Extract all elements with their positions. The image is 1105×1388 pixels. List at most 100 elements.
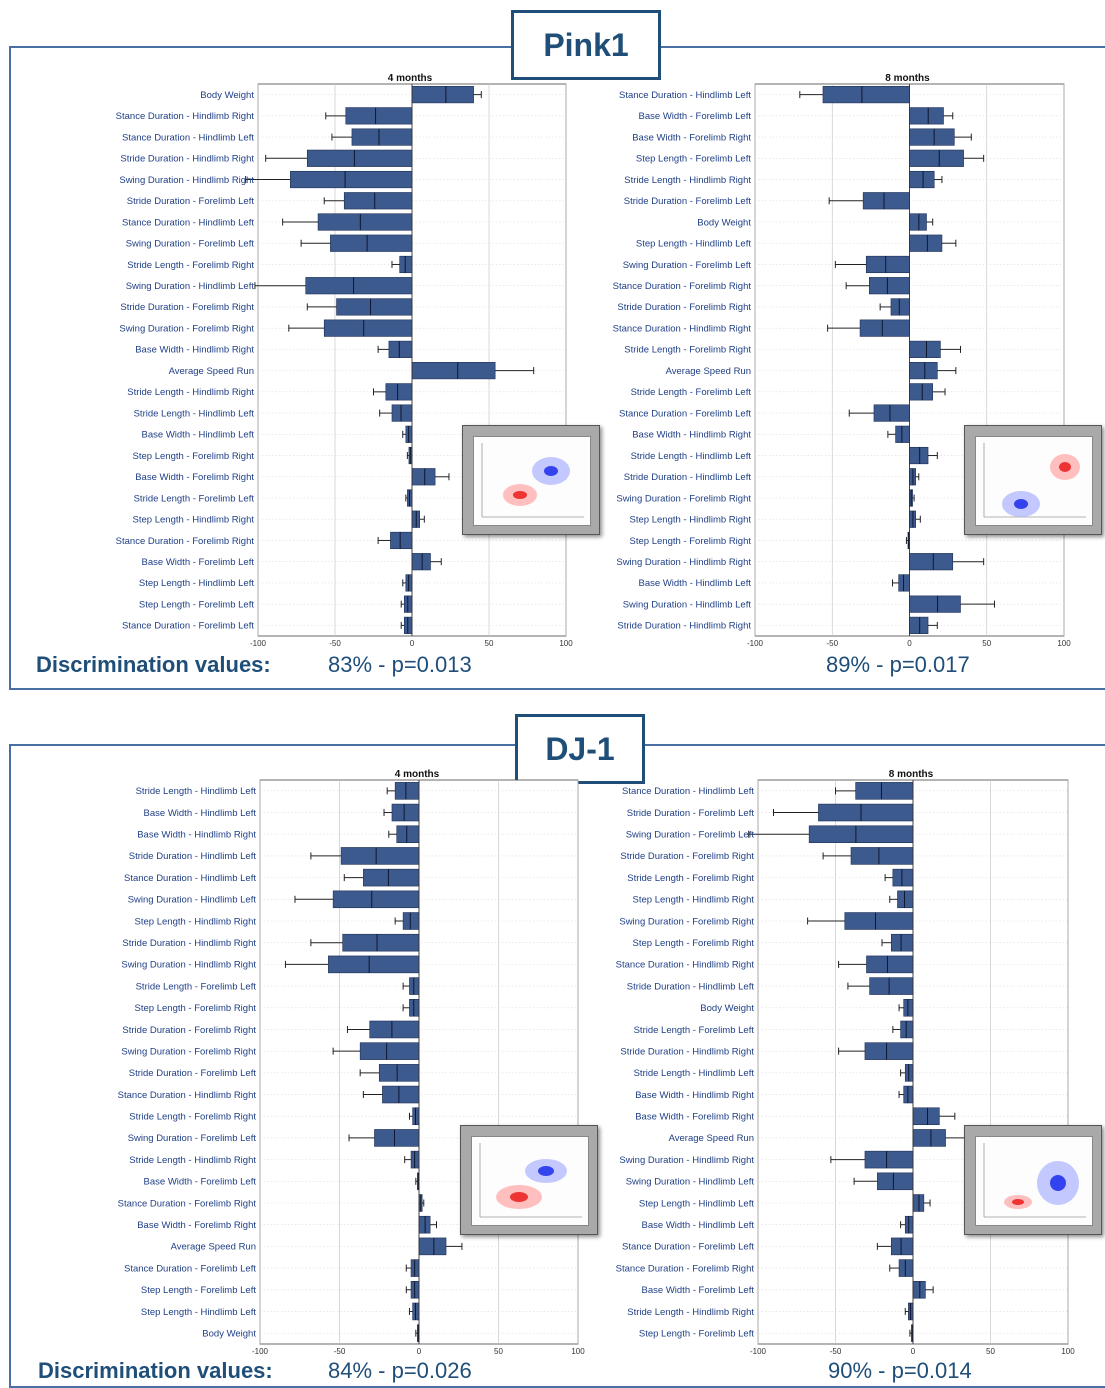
pca-inset-dj1-8-months [964,1125,1102,1235]
category-label: Step Length - Hindlimb Right [133,515,255,526]
bar [864,1150,914,1169]
x-tick-label: 50 [982,639,991,648]
category-label: Stride Length - Hindlimb Left [634,1068,755,1079]
category-label: Stance Duration - Forelimb Left [124,1263,256,1274]
discrimination-label-pink1: Discrimination values: [36,652,271,677]
category-label: Step Length - Forelimb Right [133,451,255,462]
x-tick-label: 0 [907,639,912,648]
category-label: Stride Length - Forelimb Left [634,1025,755,1036]
bar [378,1064,420,1082]
bar [909,128,955,146]
category-label: Step Length - Hindlimb Right [630,515,752,526]
category-label: Stride Duration - Forelimb Right [122,1025,256,1036]
category-label: Stance Duration - Forelimb Left [622,1242,754,1253]
category-label: Swing Duration - Hindlimb Left [128,895,257,906]
category-label: Stance Duration - Hindlimb Left [622,786,754,797]
bar [912,1129,946,1147]
category-label: Step Length - Forelimb Right [630,536,752,547]
bar [895,425,910,443]
panel-title-dj1: DJ-1 [515,714,645,784]
category-label: Body Weight [200,90,254,101]
category-label: Swing Duration - Forelimb Left [623,260,752,271]
panel-title-pink1: Pink1 [511,10,661,80]
chart-title: 8 months [889,769,934,780]
category-label: Stance Duration - Forelimb Right [116,536,255,547]
category-label: Base Width - Forelimb Left [642,1285,755,1296]
category-label: Body Weight [202,1328,256,1339]
pca-inset-plot [473,436,591,526]
bar [909,107,944,125]
bar [909,234,943,252]
category-label: Stride Duration - Forelimb Right [620,851,754,862]
bar [369,1020,420,1039]
x-tick-label: -50 [334,1347,346,1356]
discrimination-value-pink1-8-months: 89% - p=0.017 [826,652,970,677]
x-tick-label: 100 [571,1347,585,1356]
x-tick-label: -100 [750,1347,767,1356]
category-label: Stride Length - Hindlimb Right [627,1307,754,1318]
x-tick-label: -100 [252,1347,269,1356]
bar [898,574,910,592]
category-label: Swing Duration - Hindlimb Right [119,175,254,186]
bar [859,319,910,337]
bar [909,340,941,358]
bar [394,782,420,800]
bar [866,955,914,974]
category-label: Stance Duration - Hindlimb Left [122,217,254,228]
discrimination-value-pink1-4-months: 83% - p=0.013 [328,652,472,677]
bar [345,107,413,125]
pca-blue-group-center [1050,1175,1066,1191]
bar [890,933,914,952]
category-label: Swing Duration - Forelimb Right [119,323,254,334]
bar [411,553,431,571]
category-label: Stride Length - Forelimb Right [624,345,751,356]
category-label: Stance Duration - Forelimb Right [613,281,752,292]
pca-red-group-center [1059,462,1071,472]
category-label: Body Weight [697,217,751,228]
bar [390,531,413,550]
category-label: Stride Duration - Hindlimb Right [620,1046,754,1057]
bar [909,616,929,634]
category-label: Stride Duration - Hindlimb Right [617,621,751,632]
category-label: Stride Length - Hindlimb Left [134,408,255,419]
category-label: Stride Duration - Hindlimb Right [120,154,254,165]
category-label: Stance Duration - Hindlimb Right [613,323,752,334]
chart-dj1-8-months: Stance Duration - Hindlimb Left Stride Du… [616,769,1076,1356]
bar [898,1259,914,1277]
category-label: Stance Duration - Hindlimb Right [116,111,255,122]
bar [890,298,910,316]
category-label: Step Length - Forelimb Left [139,599,254,610]
category-label: Average Speed Run [169,366,254,377]
bar [391,404,413,422]
bar [374,1129,420,1147]
category-label: Base Width - Forelimb Left [144,1177,257,1188]
category-label: Stride Length - Hindlimb Left [136,786,257,797]
category-label: Base Width - Hindlimb Left [642,1220,755,1231]
category-label: Stride Duration - Hindlimb Right [122,938,256,949]
category-label: Stance Duration - Hindlimb Left [124,873,256,884]
bar [359,1042,420,1060]
bar [850,847,914,865]
category-label: Stance Duration - Hindlimb Right [118,1090,257,1101]
x-tick-label: 100 [559,639,573,648]
bar [317,213,413,231]
pca-red-group-center [513,491,527,499]
category-label: Swing Duration - Forelimb Right [619,916,754,927]
category-label: Swing Duration - Forelimb Right [121,1046,256,1057]
category-label: Stance Duration - Hindlimb Left [619,90,751,101]
chart-dj1-4-months: Stride Length - Hindlimb Left Base Width … [118,769,586,1356]
category-label: Stride Duration - Hindlimb Left [129,851,257,862]
category-label: Step Length - Hindlimb Right [135,916,257,927]
category-label: Step Length - Forelimb Left [639,1328,754,1339]
category-label: Base Width - Hindlimb Left [142,430,255,441]
bar [330,234,413,252]
chart-title: 4 months [395,769,440,780]
bar [363,868,420,887]
category-label: Swing Duration - Hindlimb Right [121,960,256,971]
category-label: Base Width - Forelimb Left [639,111,752,122]
pca-red-group-center [1012,1199,1024,1205]
x-tick-label: 50 [494,1347,503,1356]
bar [305,277,413,295]
bar [323,319,413,337]
category-label: Step Length - Hindlimb Left [141,1307,256,1318]
